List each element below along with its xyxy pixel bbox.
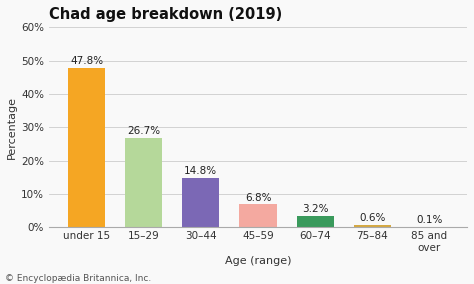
Y-axis label: Percentage: Percentage (7, 96, 17, 159)
Text: 3.2%: 3.2% (302, 204, 328, 214)
Text: Chad age breakdown (2019): Chad age breakdown (2019) (49, 7, 282, 22)
Text: 47.8%: 47.8% (70, 56, 103, 66)
Text: 0.1%: 0.1% (416, 215, 443, 225)
X-axis label: Age (range): Age (range) (225, 256, 291, 266)
Bar (239, 204, 277, 227)
Bar (68, 68, 105, 227)
Bar (354, 225, 391, 227)
Text: 0.6%: 0.6% (359, 213, 385, 223)
Bar (182, 178, 219, 227)
Text: © Encyclopædia Britannica, Inc.: © Encyclopædia Britannica, Inc. (5, 273, 151, 283)
Text: 6.8%: 6.8% (245, 193, 271, 202)
Text: 26.7%: 26.7% (127, 126, 160, 136)
Text: 14.8%: 14.8% (184, 166, 218, 176)
Bar (125, 138, 162, 227)
Bar (297, 216, 334, 227)
